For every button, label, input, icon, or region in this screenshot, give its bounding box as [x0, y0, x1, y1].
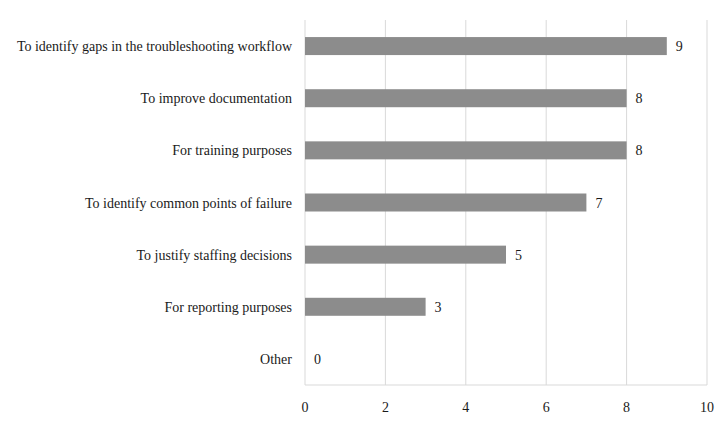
grid-line: [707, 20, 708, 385]
bar: [305, 37, 667, 55]
grid-line: [626, 20, 627, 385]
tick-label: 8: [623, 400, 630, 415]
bar: [305, 141, 627, 159]
tick-label: 10: [700, 400, 714, 415]
data-label: 9: [676, 39, 683, 54]
tick-label: 2: [382, 400, 389, 415]
tick-label: 4: [462, 400, 469, 415]
category-label: To identify common points of failure: [85, 196, 292, 211]
data-label: 5: [515, 248, 522, 263]
tick-label: 0: [302, 400, 309, 415]
tick-label: 6: [543, 400, 550, 415]
category-label: To improve documentation: [141, 91, 292, 106]
category-label: For reporting purposes: [164, 300, 292, 315]
bar: [305, 89, 627, 107]
category-label: To identify gaps in the troubleshooting …: [17, 39, 293, 54]
category-label: For training purposes: [172, 143, 292, 158]
data-label: 7: [595, 196, 602, 211]
data-label: 0: [314, 352, 321, 367]
x-axis-line: [305, 385, 707, 386]
grid: [305, 20, 707, 385]
category-label: Other: [260, 352, 292, 367]
data-label: 8: [636, 91, 643, 106]
bar: [305, 298, 426, 316]
data-label: 3: [435, 300, 442, 315]
bar: [305, 350, 306, 368]
bar: [305, 246, 506, 264]
category-label: To justify staffing decisions: [137, 248, 292, 263]
bar: [305, 194, 586, 212]
chart: 0 2 4 6 8 10 9 8 8 7 5 3 0 To identify gaps in the tr…: [0, 0, 727, 423]
data-label: 8: [636, 143, 643, 158]
bars: [305, 37, 667, 316]
